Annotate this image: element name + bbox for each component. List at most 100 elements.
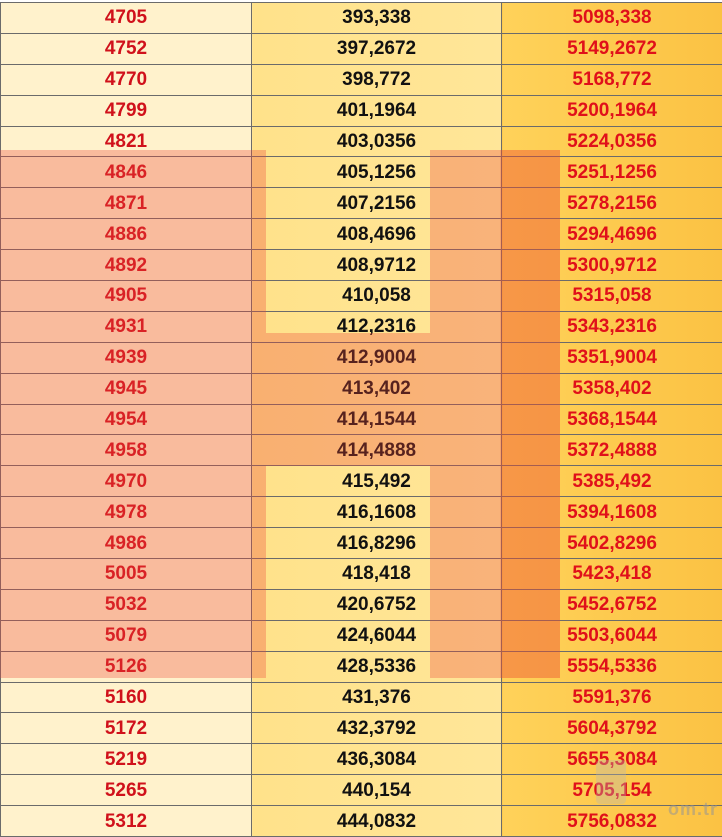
cell-base-value[interactable]: 4770: [1, 64, 252, 95]
cell-total-value[interactable]: 5368,1544: [502, 404, 722, 435]
cell-base-value[interactable]: 4939: [1, 342, 252, 373]
cell-total-value[interactable]: 5251,1256: [502, 157, 722, 188]
cell-increase-value[interactable]: 401,1964: [252, 95, 502, 126]
cell-total-value[interactable]: 5554,5336: [502, 651, 722, 682]
cell-base-value[interactable]: 4970: [1, 466, 252, 497]
cell-base-value[interactable]: 5032: [1, 589, 252, 620]
cell-increase-value[interactable]: 397,2672: [252, 33, 502, 64]
cell-base-value[interactable]: 4954: [1, 404, 252, 435]
cell-base-value[interactable]: 5005: [1, 559, 252, 590]
cell-total-value[interactable]: 5591,376: [502, 682, 722, 713]
cell-total-value[interactable]: 5452,6752: [502, 589, 722, 620]
cell-base-value[interactable]: 5172: [1, 713, 252, 744]
cell-base-value[interactable]: 4886: [1, 219, 252, 250]
cell-total-value[interactable]: 5278,2156: [502, 188, 722, 219]
cell-total-value[interactable]: 5294,4696: [502, 219, 722, 250]
cell-base-value[interactable]: 4871: [1, 188, 252, 219]
cell-increase-value[interactable]: 420,6752: [252, 589, 502, 620]
site-logo-icon: [596, 760, 626, 804]
cell-increase-value[interactable]: 416,8296: [252, 528, 502, 559]
cell-base-value[interactable]: 4958: [1, 435, 252, 466]
cell-total-value[interactable]: 5423,418: [502, 559, 722, 590]
cell-increase-value[interactable]: 416,1608: [252, 497, 502, 528]
cell-increase-value[interactable]: 413,402: [252, 373, 502, 404]
cell-increase-value[interactable]: 436,3084: [252, 744, 502, 775]
cell-base-value[interactable]: 4705: [1, 3, 252, 34]
site-watermark-text: om.tr: [668, 799, 718, 820]
cell-base-value[interactable]: 4892: [1, 250, 252, 281]
cell-total-value[interactable]: 5351,9004: [502, 342, 722, 373]
cell-increase-value[interactable]: 424,6044: [252, 620, 502, 651]
cell-base-value[interactable]: 5312: [1, 806, 252, 837]
cell-increase-value[interactable]: 412,9004: [252, 342, 502, 373]
cell-increase-value[interactable]: 418,418: [252, 559, 502, 590]
cell-total-value[interactable]: 5315,058: [502, 281, 722, 312]
cell-total-value[interactable]: 5358,402: [502, 373, 722, 404]
cell-base-value[interactable]: 4978: [1, 497, 252, 528]
cell-increase-value[interactable]: 414,1544: [252, 404, 502, 435]
cell-base-value[interactable]: 4986: [1, 528, 252, 559]
cell-base-value[interactable]: 4752: [1, 33, 252, 64]
cell-base-value[interactable]: 4931: [1, 311, 252, 342]
cell-total-value[interactable]: 5385,492: [502, 466, 722, 497]
cell-increase-value[interactable]: 412,2316: [252, 311, 502, 342]
cell-total-value[interactable]: 5224,0356: [502, 126, 722, 157]
cell-base-value[interactable]: 4846: [1, 157, 252, 188]
cell-increase-value[interactable]: 403,0356: [252, 126, 502, 157]
cell-increase-value[interactable]: 405,1256: [252, 157, 502, 188]
cell-base-value[interactable]: 4821: [1, 126, 252, 157]
cell-increase-value[interactable]: 440,154: [252, 775, 502, 806]
cell-base-value[interactable]: 5265: [1, 775, 252, 806]
cell-base-value[interactable]: 5079: [1, 620, 252, 651]
cell-increase-value[interactable]: 407,2156: [252, 188, 502, 219]
cell-increase-value[interactable]: 410,058: [252, 281, 502, 312]
cell-total-value[interactable]: 5200,1964: [502, 95, 722, 126]
cell-total-value[interactable]: 5604,3792: [502, 713, 722, 744]
cell-increase-value[interactable]: 414,4888: [252, 435, 502, 466]
cell-increase-value[interactable]: 444,0832: [252, 806, 502, 837]
cell-total-value[interactable]: 5372,4888: [502, 435, 722, 466]
cell-increase-value[interactable]: 415,492: [252, 466, 502, 497]
cell-total-value[interactable]: 5343,2316: [502, 311, 722, 342]
cell-increase-value[interactable]: 431,376: [252, 682, 502, 713]
cell-base-value[interactable]: 4945: [1, 373, 252, 404]
cell-total-value[interactable]: 5300,9712: [502, 250, 722, 281]
cell-total-value[interactable]: 5503,6044: [502, 620, 722, 651]
cell-increase-value[interactable]: 428,5336: [252, 651, 502, 682]
cell-total-value[interactable]: 5098,338: [502, 3, 722, 34]
cell-total-value[interactable]: 5402,8296: [502, 528, 722, 559]
cell-total-value[interactable]: 5168,772: [502, 64, 722, 95]
cell-base-value[interactable]: 5160: [1, 682, 252, 713]
cell-base-value[interactable]: 5219: [1, 744, 252, 775]
cell-increase-value[interactable]: 408,9712: [252, 250, 502, 281]
cell-increase-value[interactable]: 432,3792: [252, 713, 502, 744]
cell-base-value[interactable]: 4905: [1, 281, 252, 312]
cell-increase-value[interactable]: 398,772: [252, 64, 502, 95]
cell-increase-value[interactable]: 393,338: [252, 3, 502, 34]
cell-increase-value[interactable]: 408,4696: [252, 219, 502, 250]
cell-total-value[interactable]: 5149,2672: [502, 33, 722, 64]
cell-base-value[interactable]: 4799: [1, 95, 252, 126]
cell-total-value[interactable]: 5394,1608: [502, 497, 722, 528]
cell-base-value[interactable]: 5126: [1, 651, 252, 682]
